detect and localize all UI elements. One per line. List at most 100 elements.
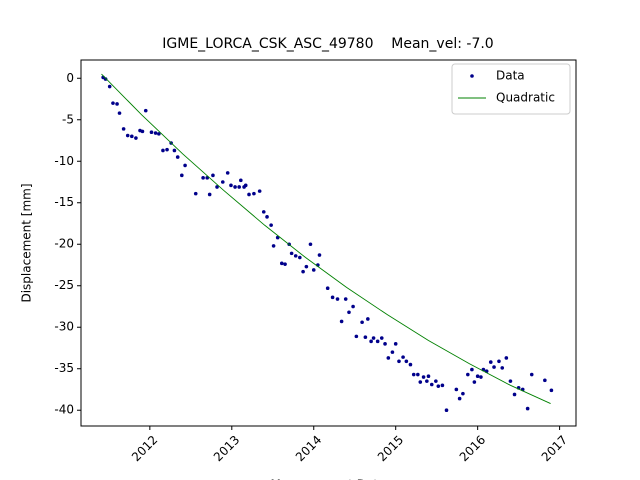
data-point (543, 378, 547, 383)
data-point (269, 223, 273, 227)
y-tick-label: -25 (54, 278, 74, 292)
data-point (416, 372, 420, 377)
data-point (225, 171, 230, 175)
data-point (237, 185, 241, 189)
data-point (549, 388, 554, 393)
data-point (393, 342, 398, 346)
data-point (354, 334, 359, 339)
data-point (426, 374, 431, 379)
data-point (479, 375, 483, 379)
data-point (157, 132, 161, 136)
data-point (500, 366, 505, 370)
plot-area (101, 73, 554, 413)
data-point (386, 356, 391, 360)
data-point (301, 269, 305, 274)
data-point (125, 133, 130, 138)
data-point (134, 136, 138, 140)
y-tick-label: -35 (54, 361, 74, 375)
data-point (444, 408, 449, 413)
data-point (425, 379, 429, 383)
chart-title: IGME_LORCA_CSK_ASC_49780 Mean_vel: -7.0 (162, 36, 493, 52)
data-point (488, 360, 493, 364)
data-point (525, 406, 530, 411)
data-point (289, 251, 294, 256)
data-point (497, 359, 501, 364)
data-point (279, 261, 284, 266)
legend-label: Quadratic (496, 91, 555, 105)
data-point (375, 339, 380, 344)
data-point (461, 391, 465, 396)
y-tick-label: -10 (54, 154, 74, 168)
y-axis-label: Displacement [mm] (20, 183, 34, 302)
y-tick-label: -15 (54, 195, 74, 209)
data-point (247, 192, 251, 197)
data-point (434, 379, 438, 383)
data-point (397, 359, 401, 364)
data-point (317, 253, 322, 257)
data-point (411, 372, 416, 377)
legend-label: Data (496, 69, 525, 83)
data-point (529, 372, 534, 377)
data-point (466, 372, 470, 377)
data-point (311, 268, 316, 272)
data-point (454, 387, 459, 392)
data-point (233, 185, 237, 189)
data-point (369, 339, 373, 344)
plot-frame (80, 59, 577, 427)
data-point (229, 183, 233, 188)
data-point (161, 148, 165, 153)
data-point (201, 176, 205, 180)
data-point (261, 210, 266, 214)
data-point (436, 384, 441, 388)
data-point (130, 134, 134, 139)
data-point (153, 131, 158, 135)
data-point (115, 102, 119, 106)
data-point (283, 262, 287, 266)
data-point (293, 254, 298, 258)
data-point (149, 130, 154, 135)
data-point (298, 255, 302, 260)
data-point (366, 317, 370, 321)
data-point (207, 192, 212, 197)
data-point (418, 380, 423, 384)
data-point (363, 335, 368, 339)
data-point (107, 84, 112, 89)
data-point (335, 297, 340, 301)
data-point (440, 383, 445, 388)
data-point (193, 191, 198, 196)
data-point (175, 155, 180, 159)
data-point (470, 367, 474, 372)
data-point (165, 147, 169, 152)
data-point (121, 127, 126, 131)
data-point (103, 77, 108, 81)
data-point (475, 374, 480, 379)
data-point (243, 183, 248, 188)
legend-swatch (470, 74, 474, 78)
y-tick-label: -20 (54, 237, 74, 251)
data-point (252, 191, 256, 196)
data-point (180, 173, 184, 178)
data-point (211, 173, 215, 178)
y-tick-label: -5 (62, 112, 74, 126)
data-point (429, 382, 434, 387)
data-point (404, 359, 409, 364)
y-tick-label: 0 (66, 71, 74, 85)
data-point (401, 355, 405, 359)
data-point (117, 111, 122, 115)
data-point (257, 189, 262, 193)
data-point (347, 310, 351, 315)
data-point (360, 320, 364, 325)
data-point (265, 215, 269, 219)
data-point (383, 342, 387, 346)
data-point (143, 108, 148, 113)
y-tick-label: -30 (54, 320, 74, 334)
data-point (339, 319, 344, 324)
data-point (492, 365, 496, 369)
data-point (172, 148, 177, 153)
data-point (512, 392, 517, 397)
data-point (390, 350, 395, 354)
data-point (457, 396, 462, 401)
data-point (220, 180, 225, 184)
data-point (408, 362, 413, 367)
